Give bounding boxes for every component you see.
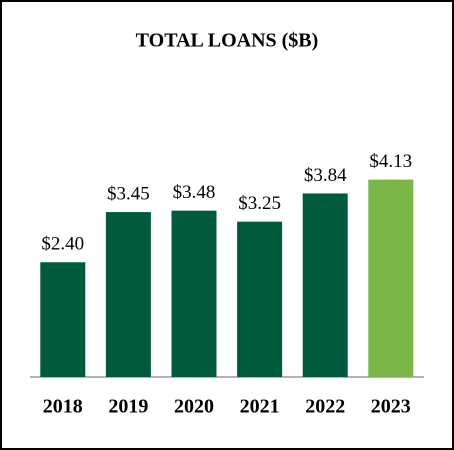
data-label: $3.25 [238, 193, 281, 214]
bar [40, 262, 86, 377]
x-tick-label: 2018 [43, 396, 83, 418]
bar [368, 179, 414, 377]
data-label: $3.45 [107, 183, 150, 204]
bar [171, 210, 217, 377]
x-tick-label: 2023 [371, 396, 411, 418]
data-label: $4.13 [369, 151, 412, 172]
bar [237, 221, 283, 377]
chart-title: TOTAL LOANS ($B) [136, 30, 319, 52]
data-label: $3.84 [304, 165, 347, 186]
bar [302, 193, 348, 377]
x-tick-label: 2019 [108, 396, 148, 418]
x-tick-label: 2020 [174, 396, 214, 418]
bar [105, 212, 151, 377]
data-label: $3.48 [173, 182, 216, 203]
data-label: $2.40 [41, 234, 84, 255]
x-tick-label: 2021 [240, 396, 280, 418]
x-tick-label: 2022 [305, 396, 345, 418]
